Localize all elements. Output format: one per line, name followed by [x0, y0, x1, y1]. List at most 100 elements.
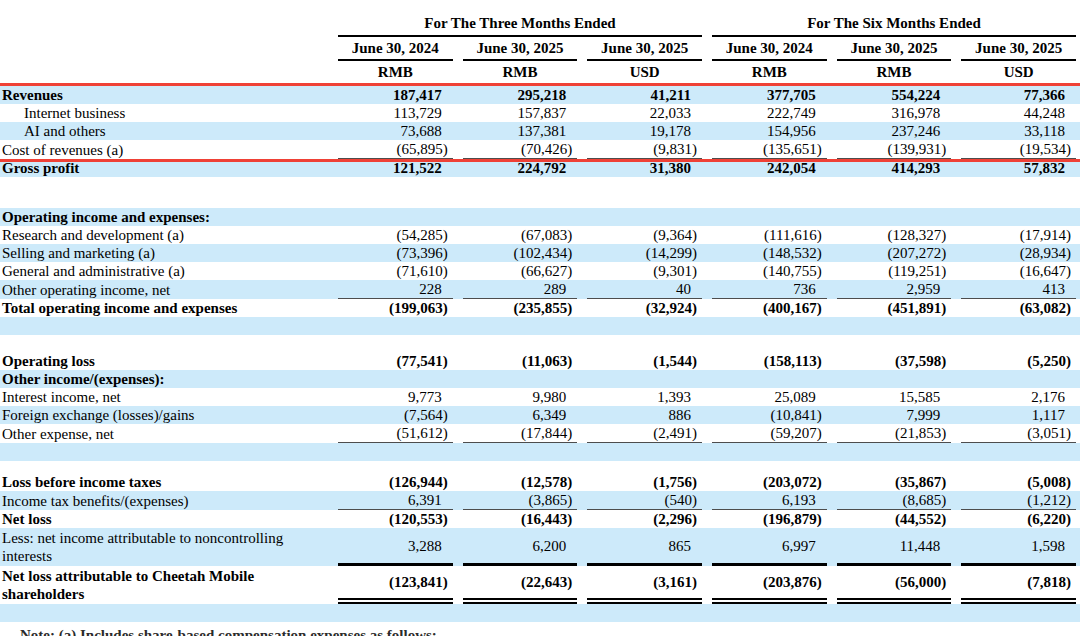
cell-value: 295,218 — [463, 86, 578, 104]
cell-value: 865 — [587, 528, 702, 566]
cell-value: (54,285) — [338, 226, 453, 244]
cell-value — [712, 370, 827, 388]
cell-value: 11,448 — [837, 528, 952, 566]
table-row: Income tax benefits/(expenses)6,391(3,86… — [0, 491, 1080, 510]
row-label: Other operating income, net — [0, 280, 328, 299]
cell-value — [338, 370, 453, 388]
financial-statement-table: For The Three Months Ended For The Six M… — [0, 0, 1080, 636]
cell-value: 9,773 — [338, 388, 453, 406]
cell-value: 15,585 — [837, 388, 952, 406]
cell-value: (16,443) — [463, 510, 578, 528]
cell-value: (9,301) — [587, 262, 702, 280]
table-body: Revenues187,417295,21841,211377,705554,2… — [0, 86, 1080, 622]
cell-value: 31,380 — [587, 159, 702, 177]
cell-value: (37,598) — [837, 352, 952, 370]
cell-value: (70,426) — [463, 140, 578, 159]
header-spacer — [0, 61, 328, 84]
cell-value: (199,063) — [338, 299, 453, 317]
cell-value: (120,553) — [338, 510, 453, 528]
table-row: Gross profit121,522224,79231,380242,0544… — [0, 159, 1080, 177]
date-header-row: June 30, 2024 June 30, 2025 June 30, 202… — [0, 37, 1080, 61]
cell-value: (10,841) — [712, 406, 827, 424]
group-three-months: For The Three Months Ended — [338, 13, 702, 37]
cell-value: (67,083) — [463, 226, 578, 244]
cell-value: (14,299) — [587, 244, 702, 262]
table-row: Cost of revenues (a)(65,895)(70,426)(9,8… — [0, 140, 1080, 159]
cell-value: (22,643) — [463, 566, 578, 604]
row-label: Research and development (a) — [0, 226, 328, 244]
cell-value — [587, 208, 702, 226]
cell-value: (196,879) — [712, 510, 827, 528]
cell-value: (63,082) — [961, 299, 1076, 317]
cell-value — [338, 208, 453, 226]
cell-value: 6,391 — [338, 491, 453, 510]
cell-value: 2,959 — [837, 280, 952, 299]
cell-value: (3,051) — [961, 424, 1076, 443]
table-row: Selling and marketing (a)(73,396)(102,43… — [0, 244, 1080, 262]
cell-value: (203,072) — [712, 473, 827, 491]
cell-value: 57,832 — [961, 159, 1076, 177]
spacer-row — [0, 443, 1080, 461]
cell-value: (9,364) — [587, 226, 702, 244]
table-row: AI and others73,688137,38119,178154,9562… — [0, 122, 1080, 140]
cell-value: (451,891) — [837, 299, 952, 317]
cell-value: 33,118 — [961, 122, 1076, 140]
table-row: General and administrative (a)(71,610)(6… — [0, 262, 1080, 280]
row-label: Gross profit — [0, 159, 328, 177]
cell-value: (65,895) — [338, 140, 453, 159]
cell-value: 41,211 — [587, 86, 702, 104]
cell-value: 1,393 — [587, 388, 702, 406]
cell-value: (71,610) — [338, 262, 453, 280]
table-row: Research and development (a) (54,285) (67,… — [0, 226, 1080, 244]
cell-value: 187,417 — [338, 86, 453, 104]
cell-value: 289 — [463, 280, 578, 299]
cell-value: 316,978 — [837, 104, 952, 122]
group-six-months: For The Six Months Ended — [712, 13, 1076, 37]
row-label: AI and others — [0, 122, 328, 140]
col-unit-1: RMB — [338, 61, 453, 84]
cell-value: (135,651) — [712, 140, 827, 159]
col-date-2: June 30, 2025 — [463, 38, 578, 61]
col-unit-2: RMB — [463, 61, 578, 84]
section-header-row: Operating income and expenses: — [0, 208, 1080, 226]
cell-value: (111,616) — [712, 226, 827, 244]
cell-value: 228 — [338, 280, 453, 299]
cell-value: 413 — [961, 280, 1076, 299]
cell-value: (12,578) — [463, 473, 578, 491]
table-row: Less: net income attributable to noncont… — [0, 528, 1080, 566]
cell-value — [837, 370, 952, 388]
cell-value: (6,220) — [961, 510, 1076, 528]
cell-value: 222,749 — [712, 104, 827, 122]
section-header-row: Other income/(expenses): — [0, 370, 1080, 388]
row-label: Selling and marketing (a) — [0, 244, 328, 262]
cell-value: 736 — [712, 280, 827, 299]
cell-value: (5,008) — [961, 473, 1076, 491]
row-label: Total operating income and expenses — [0, 299, 328, 317]
row-label: General and administrative (a) — [0, 262, 328, 280]
cell-value: (59,207) — [712, 424, 827, 443]
cell-value: 154,956 — [712, 122, 827, 140]
table-row: Total operating income and expenses (199,… — [0, 299, 1080, 317]
cell-value: (17,914) — [961, 226, 1076, 244]
cell-value: (19,534) — [961, 140, 1076, 159]
table-row: Loss before income taxes(126,944)(12,578… — [0, 473, 1080, 491]
cell-value: (16,647) — [961, 262, 1076, 280]
cell-value: (7,818) — [961, 566, 1076, 604]
cell-value: 22,033 — [587, 104, 702, 122]
table-row: Internet business113,729157,83722,033222… — [0, 104, 1080, 122]
cell-value — [587, 370, 702, 388]
cell-value: (119,251) — [837, 262, 952, 280]
highlight-box: Revenues187,417295,21841,211377,705554,2… — [0, 86, 1080, 159]
cell-value: (7,564) — [338, 406, 453, 424]
table-row: Net loss(120,553)(16,443)(2,296)(196,879… — [0, 510, 1080, 528]
cell-value: (203,876) — [712, 566, 827, 604]
cell-value — [837, 208, 952, 226]
cell-value: (1,212) — [961, 491, 1076, 510]
cell-value: 886 — [587, 406, 702, 424]
row-label: Operating loss — [0, 352, 328, 370]
spacer-row — [0, 461, 1080, 473]
cell-value: (235,855) — [463, 299, 578, 317]
cell-value: (8,685) — [837, 491, 952, 510]
cell-value: 6,200 — [463, 528, 578, 566]
cell-value: (11,063) — [463, 352, 578, 370]
